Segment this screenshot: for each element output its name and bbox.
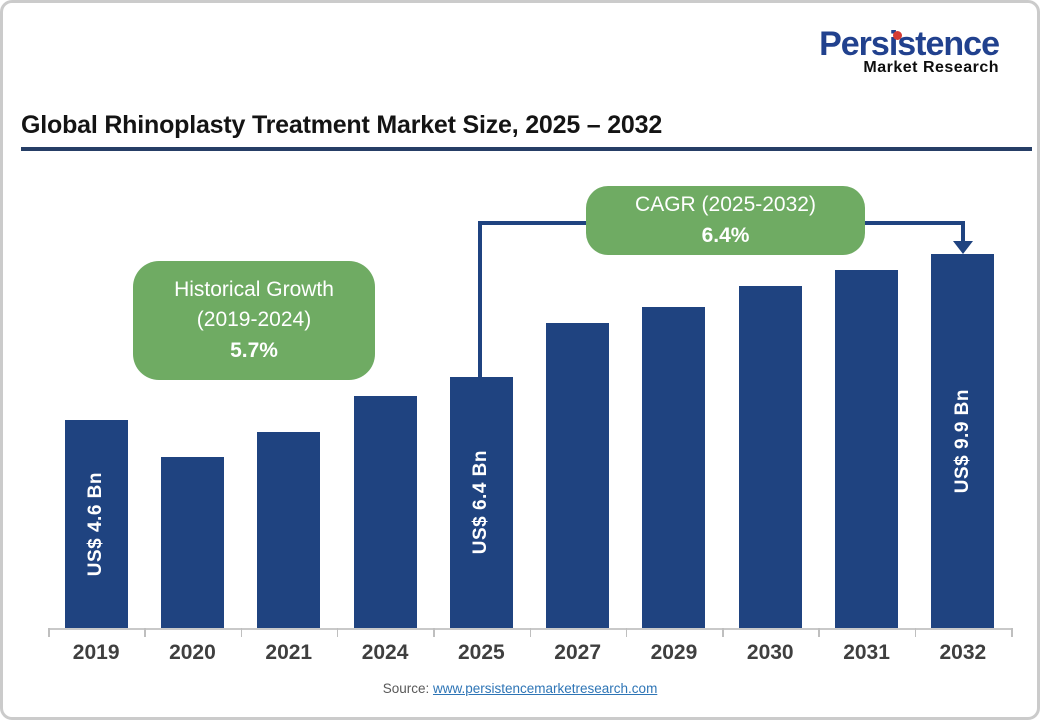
x-axis-tick <box>240 628 243 637</box>
x-label-2032: 2032 <box>939 641 987 664</box>
x-axis-tick <box>48 628 50 637</box>
historical-growth-line2: (2019-2024) <box>196 308 312 332</box>
logo-red-dot-icon <box>893 31 903 40</box>
x-label-2030: 2030 <box>746 641 794 664</box>
bar-value-label-2025: US$ 6.4 Bn <box>470 450 492 555</box>
bar-2021 <box>257 432 321 628</box>
historical-growth-line1: Historical Growth <box>174 277 334 301</box>
bar-value-label-2032: US$ 9.9 Bn <box>951 388 973 494</box>
x-axis-tick <box>914 628 917 637</box>
logo: Persistence Market Research <box>819 25 1000 77</box>
bar-2032: US$ 9.9 Bn <box>931 254 995 628</box>
title-underline <box>21 147 1032 151</box>
x-label-2019: 2019 <box>72 641 120 664</box>
down-arrow-icon <box>953 241 973 254</box>
bar-2029 <box>642 307 706 628</box>
bar-2024 <box>353 396 417 628</box>
bar-2025: US$ 6.4 Bn <box>449 377 513 628</box>
x-label-2031: 2031 <box>843 641 890 664</box>
x-axis-tick <box>433 628 435 637</box>
x-axis-tick <box>529 628 531 637</box>
historical-growth-value: 5.7% <box>230 338 278 362</box>
bar-value-label-2019: US$ 4.6 Bn <box>85 471 107 577</box>
source-line: Source: www.persistencemarketresearch.co… <box>3 681 1037 696</box>
cagr-callout: CAGR (2025-2032) 6.4% <box>586 186 865 255</box>
x-label-2021: 2021 <box>265 641 313 664</box>
x-label-2024: 2024 <box>361 641 409 664</box>
x-label-2020: 2020 <box>169 641 216 664</box>
logo-brand: Persistence <box>819 25 1000 63</box>
x-label-2025: 2025 <box>457 641 505 664</box>
x-axis-tick <box>818 628 820 637</box>
bar-2020 <box>160 457 224 628</box>
cagr-value: 6.4% <box>701 223 750 247</box>
bar-2031 <box>835 270 899 628</box>
x-label-2027: 2027 <box>554 641 601 664</box>
source-link[interactable]: www.persistencemarketresearch.com <box>432 681 658 696</box>
cagr-line1: CAGR (2025-2032) <box>635 193 816 217</box>
logo-subtitle: Market Research <box>863 59 999 76</box>
bracket-line-horizontal-right <box>865 221 965 225</box>
bar-2030 <box>738 286 802 628</box>
x-axis-tick <box>722 628 724 637</box>
bar-2027 <box>546 323 610 628</box>
source-label: Source: <box>382 681 430 696</box>
bar-chart: US$ 4.6 Bn 2019 2020 2021 2024 US$ 6.4 Bn 2025… <box>3 3 1037 717</box>
x-axis-tick <box>336 628 339 637</box>
bracket-line-horizontal-left <box>478 221 586 225</box>
bar-2019: US$ 4.6 Bn <box>64 420 128 628</box>
historical-growth-callout: Historical Growth (2019-2024) 5.7% <box>133 261 375 380</box>
page-title: Global Rhinoplasty Treatment Market Size… <box>21 111 663 139</box>
x-axis-tick <box>1011 628 1013 637</box>
x-label-2029: 2029 <box>650 641 698 664</box>
bracket-line-vertical-2025 <box>478 221 482 378</box>
x-axis-tick <box>625 628 628 637</box>
x-axis-tick <box>144 628 146 637</box>
bracket-line-vertical-2032 <box>961 221 965 242</box>
